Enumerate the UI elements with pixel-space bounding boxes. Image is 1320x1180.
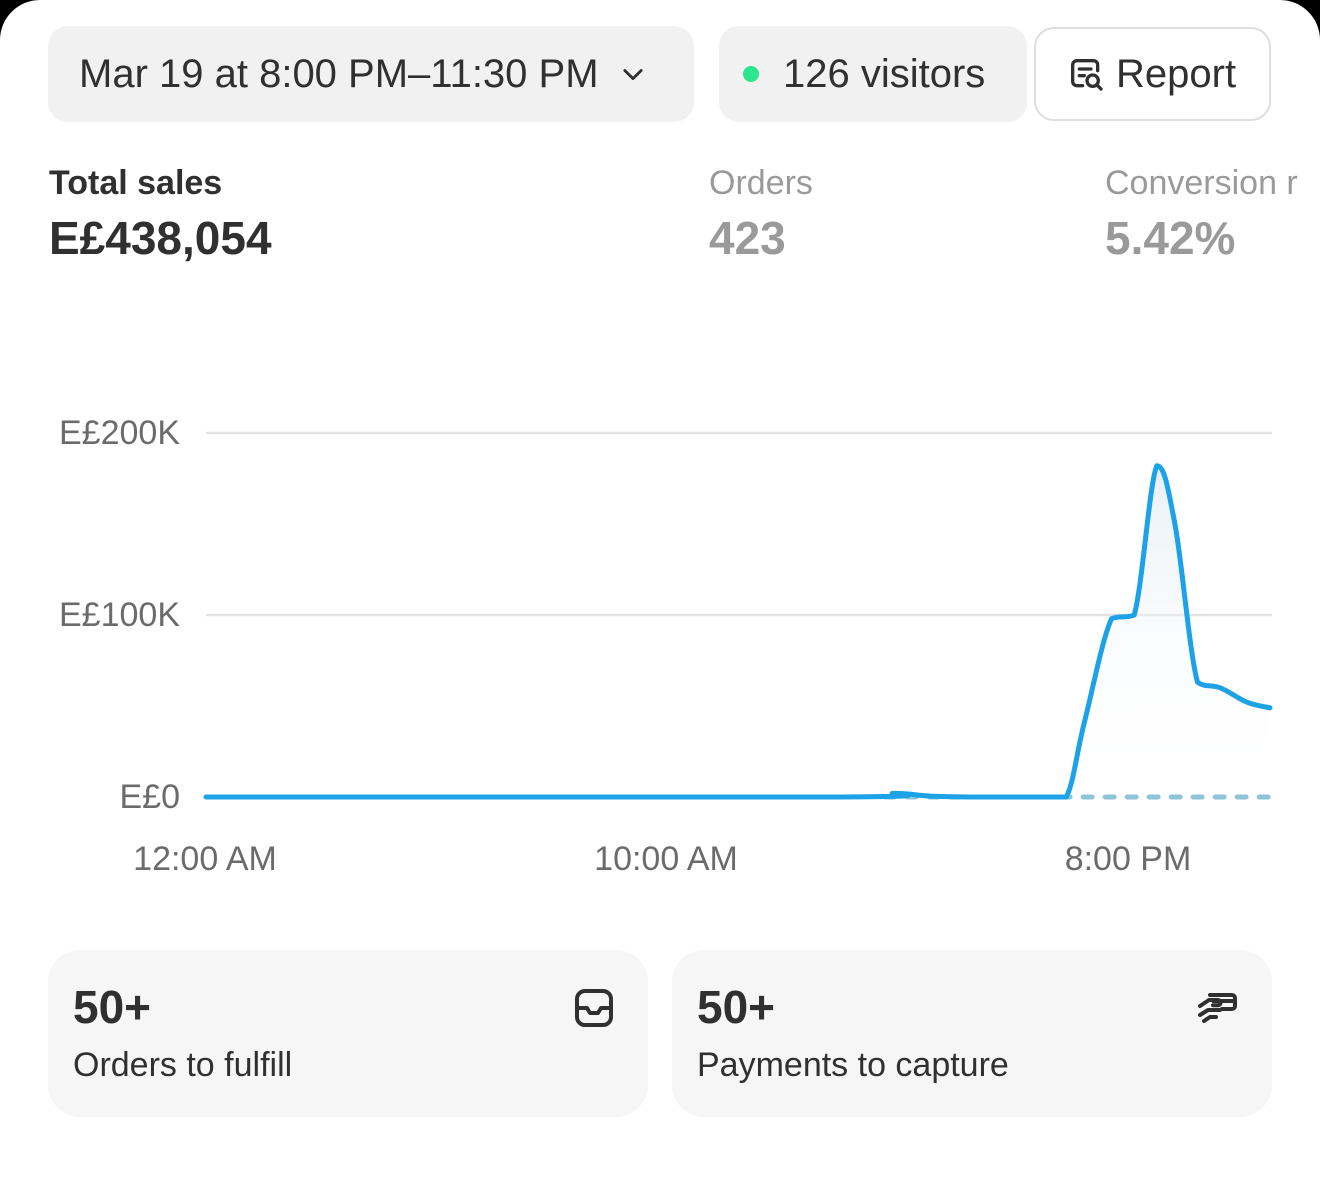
x-tick-label: 12:00 AM [133, 840, 277, 878]
payments-to-capture-card[interactable]: 50+ Payments to capture [672, 950, 1272, 1117]
date-range-selector[interactable]: Mar 19 at 8:00 PM–11:30 PM [48, 26, 694, 122]
date-range-label: Mar 19 at 8:00 PM–11:30 PM [79, 51, 599, 96]
sales-chart [203, 431, 1273, 800]
card-count: 50+ [697, 981, 776, 1033]
y-tick-label: E£100K [59, 596, 180, 634]
metric-conversion-rate[interactable]: Conversion r 5.42% [1105, 164, 1298, 265]
y-tick-label: E£0 [119, 778, 181, 816]
visitors-count: 126 visitors [783, 51, 986, 96]
metric-orders[interactable]: Orders 423 [709, 164, 813, 265]
report-label: Report [1116, 51, 1237, 96]
metric-label: Total sales [49, 164, 223, 202]
card-count: 50+ [73, 981, 152, 1033]
inbox-icon [575, 989, 613, 1027]
metric-label: Orders [709, 164, 813, 202]
card-label: Payments to capture [697, 1046, 1009, 1084]
y-tick-label: E£200K [59, 414, 180, 452]
live-status-dot [743, 66, 759, 82]
series-area [206, 465, 1270, 797]
metric-label: Conversion r [1105, 164, 1298, 202]
metric-value: 5.42% [1105, 212, 1236, 264]
orders-to-fulfill-card[interactable]: 50+ Orders to fulfill [48, 950, 648, 1117]
report-button[interactable]: Report [1034, 27, 1271, 121]
metric-total-sales[interactable]: Total sales E£438,054 [49, 164, 272, 265]
payment-hand-icon [1198, 993, 1237, 1023]
live-visitors-button[interactable]: 126 visitors [719, 26, 1027, 122]
x-tick-label: 8:00 PM [1064, 840, 1192, 878]
chevron-down-icon [622, 69, 643, 81]
metric-value: E£438,054 [49, 212, 272, 264]
x-tick-label: 10:00 AM [594, 840, 738, 878]
sales-series-line [203, 463, 1273, 800]
report-search-icon [1071, 59, 1103, 91]
metric-value: 423 [709, 212, 786, 264]
card-label: Orders to fulfill [73, 1046, 293, 1084]
